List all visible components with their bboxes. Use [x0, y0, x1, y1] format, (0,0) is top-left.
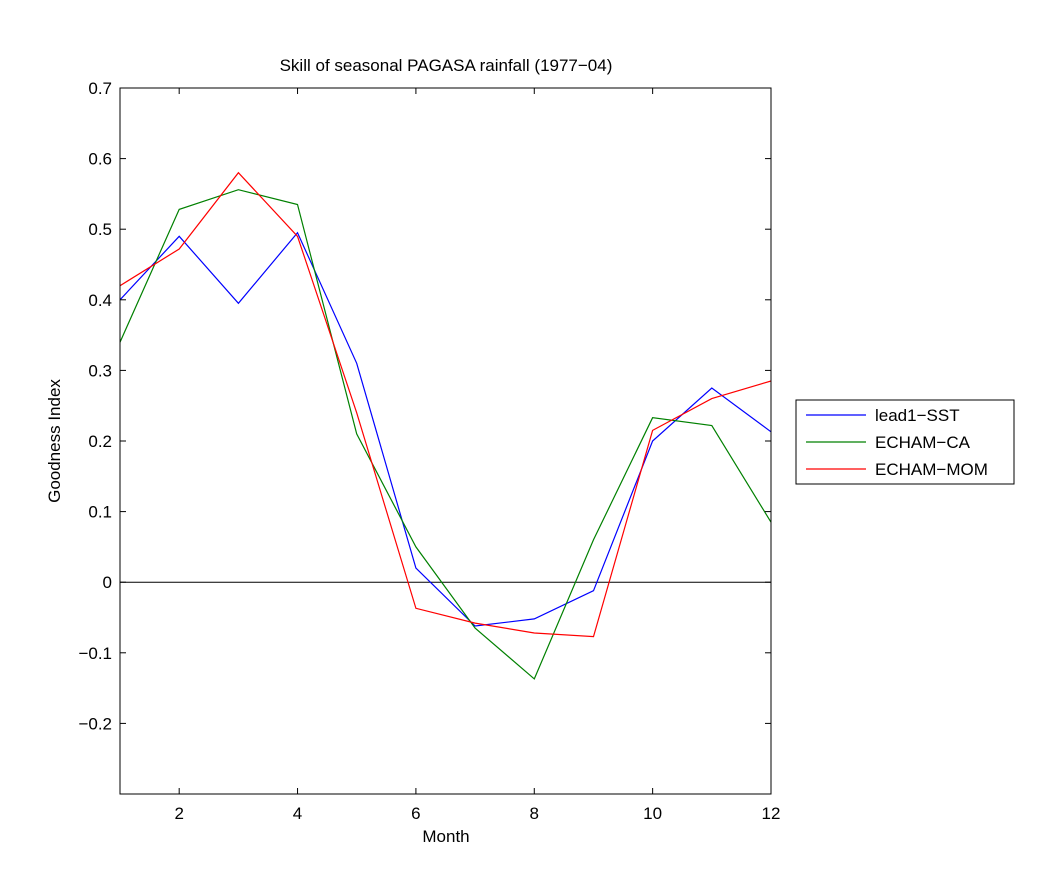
legend: lead1−SST ECHAM−CA ECHAM−MOM: [795, 399, 1015, 485]
series-line-2: [119, 171, 772, 638]
y-tick-label: −0.1: [78, 644, 112, 663]
y-tick-label: 0.4: [88, 291, 112, 310]
y-tick-label: 0.5: [88, 220, 112, 239]
y-tick-label: 0.2: [88, 432, 112, 451]
y-tick-label: 0.1: [88, 503, 112, 522]
legend-label-0: lead1−SST: [875, 406, 960, 425]
x-tick-label: 4: [293, 804, 302, 823]
x-tick-label: 8: [530, 804, 539, 823]
y-tick-label: 0: [103, 573, 112, 592]
x-tick-label: 6: [411, 804, 420, 823]
chart-title: Skill of seasonal PAGASA rainfall (1977−…: [280, 56, 613, 75]
x-tick-label: 12: [762, 804, 781, 823]
legend-label-2: ECHAM−MOM: [875, 460, 988, 479]
x-tick-label: 2: [174, 804, 183, 823]
series-line-1: [119, 189, 772, 680]
y-tick-label: 0.7: [88, 79, 112, 98]
plot-area: [120, 88, 771, 794]
y-tick-label: 0.6: [88, 150, 112, 169]
legend-label-1: ECHAM−CA: [875, 433, 971, 452]
y-tick-label: 0.3: [88, 361, 112, 380]
y-axis-label: Goodness Index: [45, 379, 64, 503]
y-tick-label: −0.2: [78, 714, 112, 733]
x-axis-label: Month: [422, 827, 469, 846]
series-line-0: [119, 231, 772, 627]
x-tick-label: 10: [643, 804, 662, 823]
